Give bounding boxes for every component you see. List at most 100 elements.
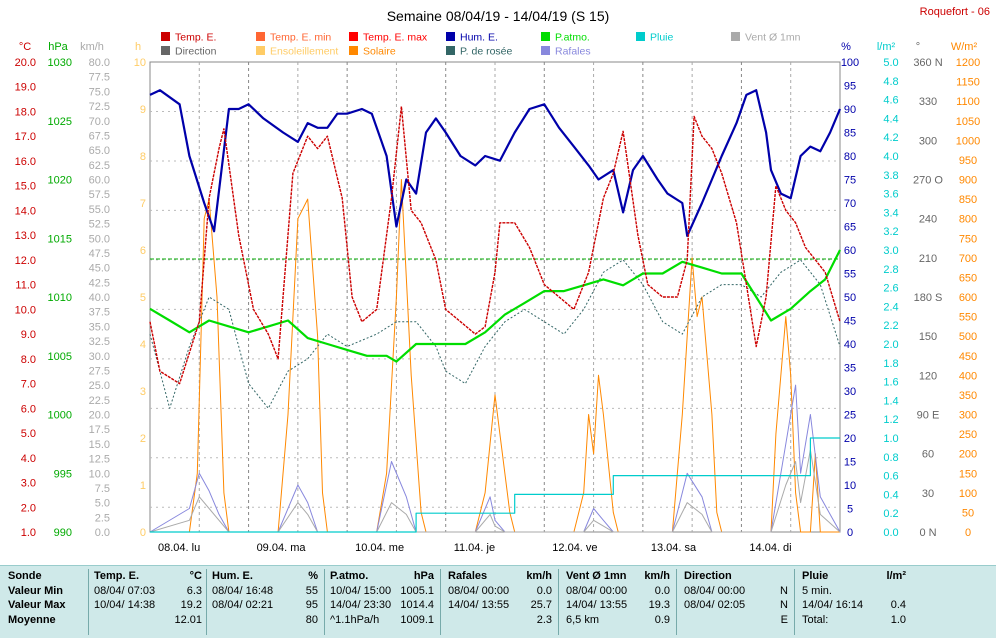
legend-label: Pluie	[650, 32, 674, 44]
wind-max-time: 14/04/ 13:55	[566, 599, 628, 611]
series-line	[150, 179, 840, 533]
wind-tick: 25.0	[89, 380, 110, 392]
axis-units: °C hPa km/h h% l/m² ° W/m²	[19, 41, 978, 53]
legend-label: Temp. E.	[175, 32, 216, 44]
press-avg-value: 1009.1	[400, 613, 434, 626]
legend: Temp. E. Temp. E. min Temp. E. max Hum. E. P…	[161, 32, 801, 58]
sun-tick: 4	[140, 339, 146, 351]
sun-tick: 2	[140, 433, 146, 445]
x-day-label: 12.04. ve	[552, 542, 597, 554]
sun-tick: 0	[140, 527, 146, 539]
solar-tick: 50	[962, 507, 974, 519]
x-day-label: 13.04. sa	[651, 542, 697, 554]
wind-tick: 57.5	[89, 189, 110, 201]
wind-tick: 60.0	[89, 175, 110, 187]
axis-unit-label: °	[916, 41, 920, 53]
hum-header: Hum. E.	[212, 570, 253, 582]
humidity-tick: 95	[844, 81, 856, 93]
rain-tick: 3.6	[883, 189, 898, 201]
plot-series	[149, 89, 842, 533]
direction-tick: 0 N	[919, 527, 936, 539]
wind-tick: 10.0	[89, 468, 110, 480]
legend-label: Direction	[175, 46, 217, 58]
solar-tick: 1100	[956, 96, 980, 108]
axis-unit-label: km/h	[80, 41, 104, 53]
rain-tick: 1.0	[883, 433, 898, 445]
rain-interval: 5 min.	[802, 584, 832, 597]
rain-tick: 4.0	[883, 151, 898, 163]
direction-tick: 330	[919, 96, 937, 108]
rain-header: Pluie	[802, 570, 829, 582]
summary-sonde-header: Sonde	[8, 570, 42, 582]
series-line	[149, 259, 841, 409]
press-unit: hPa	[413, 570, 434, 582]
wind-max-value: 19.3	[648, 599, 670, 611]
rain-tick: 5.0	[883, 57, 898, 69]
rain-tick: 1.4	[883, 395, 898, 407]
solar-tick: 0	[965, 527, 971, 539]
summary-col-sonde: Sonde Valeur Min Valeur Max Moyenne	[8, 569, 86, 627]
temp-tick: 5.0	[21, 428, 36, 440]
x-day-label: 14.04. di	[749, 542, 791, 554]
legend-swatch	[256, 46, 265, 55]
press-header: P.atmo.	[330, 570, 369, 582]
pressure-tick: 1030	[48, 57, 72, 69]
rain-max-time: 14/04/ 16:14	[802, 599, 864, 611]
wind-tick: 12.5	[89, 454, 110, 466]
direction-tick: 270 O	[913, 175, 943, 187]
rain-tick: 1.2	[883, 414, 898, 426]
temp-tick: 2.0	[21, 502, 36, 514]
humidity-tick: 70	[844, 198, 856, 210]
hum-min-value: 55	[305, 584, 318, 597]
x-day-label: 09.04. ma	[257, 542, 307, 554]
temp-unit: °C	[189, 570, 202, 582]
solar-tick: 750	[959, 233, 977, 245]
rain-tick: 2.4	[883, 301, 898, 313]
dir-avg-value: E	[780, 613, 788, 626]
press-min-value: 1005.1	[400, 584, 434, 597]
station-name: Roquefort - 06	[920, 6, 990, 18]
solar-tick: 150	[959, 468, 977, 480]
wind-tick: 55.0	[89, 204, 110, 216]
hum-avg-value: 80	[305, 613, 318, 626]
humidity-tick: 45	[844, 316, 856, 328]
humidity-tick: 100	[841, 57, 859, 69]
wind-tick: 17.5	[89, 424, 110, 436]
direction-tick: 240	[919, 214, 937, 226]
gust-min-value: 0.0	[536, 584, 552, 597]
wind-tick: 42.5	[89, 277, 110, 289]
x-day-label: 10.04. me	[355, 542, 404, 554]
legend-swatch	[256, 32, 265, 41]
summary-avg-label: Moyenne	[8, 613, 56, 626]
direction-tick: 90 E	[917, 410, 940, 422]
solar-tick: 1200	[956, 57, 980, 69]
sun-tick: 6	[140, 245, 146, 257]
sun-tick: 8	[140, 151, 146, 163]
humidity-tick: 75	[844, 175, 856, 187]
wind-tick: 52.5	[89, 219, 110, 231]
wind-avg-value: 0.9	[654, 613, 670, 626]
temp-avg-value: 12.01	[174, 613, 202, 626]
dir-min-time: 08/04/ 00:00	[684, 584, 746, 597]
wind-tick: 15.0	[89, 439, 110, 451]
rain-tick: 2.6	[883, 283, 898, 295]
axes: 1.02.03.04.05.06.07.08.09.010.011.012.01…	[15, 57, 981, 539]
axis-unit-label: °C	[19, 41, 31, 53]
rain-tick: 2.2	[883, 320, 898, 332]
humidity-tick: 55	[844, 269, 856, 281]
temp-tick: 14.0	[15, 205, 36, 217]
solar-tick: 800	[959, 214, 977, 226]
summary-col-temp: Temp. E. °C 08/04/ 07:03 6.3 10/04/ 14:38 1…	[94, 569, 202, 627]
gust-header: Rafales	[448, 570, 488, 582]
rain-tick: 1.6	[883, 377, 898, 389]
legend-label: P. de rosée	[460, 46, 513, 58]
x-day-label: 11.04. je	[454, 542, 495, 554]
summary-col-hum: Hum. E.% 08/04/ 16:48 55 08/04/ 02:21 95 8…	[212, 569, 318, 627]
sun-tick: 9	[140, 104, 146, 116]
rain-tick: 4.4	[883, 113, 898, 125]
pressure-tick: 1005	[48, 351, 72, 363]
temp-tick: 3.0	[21, 478, 36, 490]
summary-col-rain: Pluie l/m² 5 min. 14/04/ 16:14 0.4 Total: 1…	[802, 569, 906, 627]
legend-label: Rafales	[555, 46, 591, 58]
temp-tick: 12.0	[15, 255, 36, 267]
